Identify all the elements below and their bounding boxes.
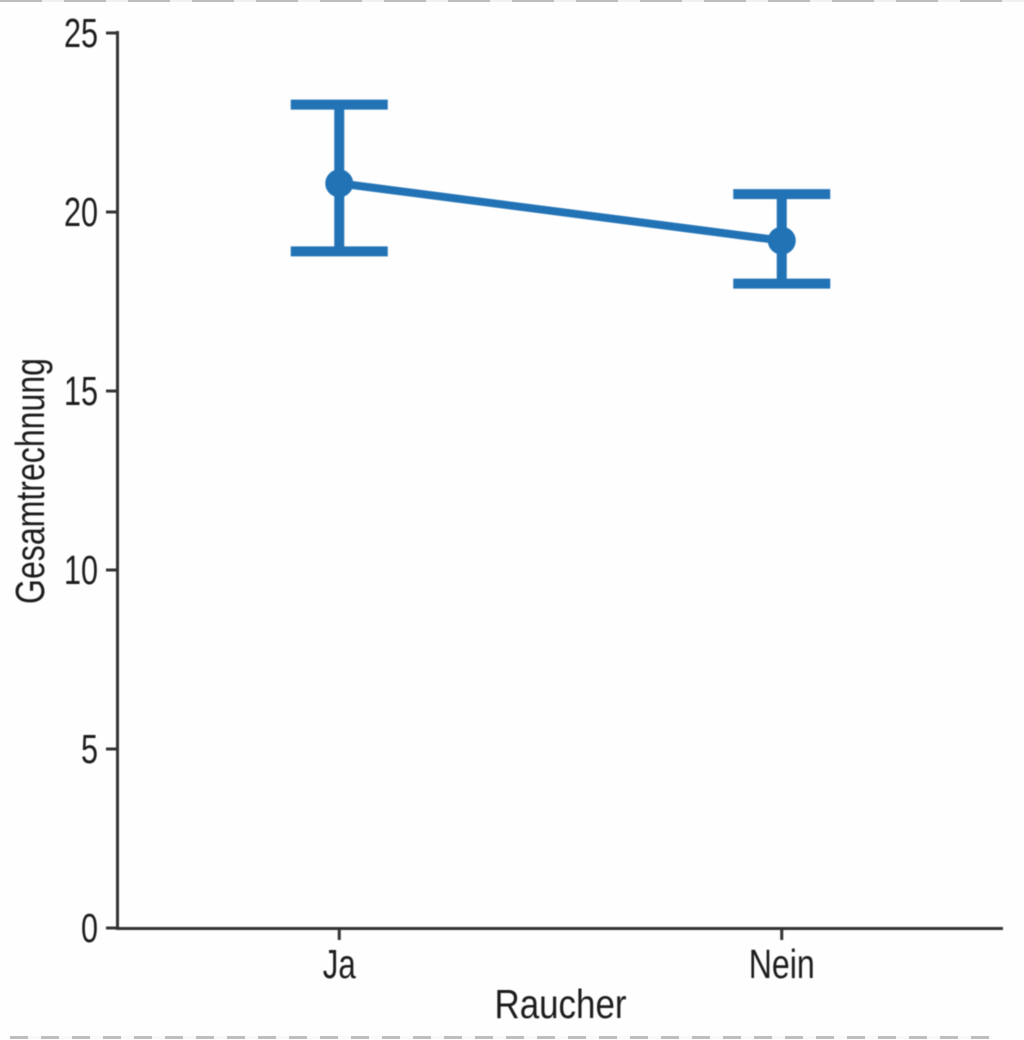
y-tick-label: 25	[64, 10, 98, 56]
y-tick-label: 15	[64, 368, 98, 414]
y-axis-label: Gesamtrechnung	[7, 358, 53, 604]
x-tick-label-ja: Ja	[323, 941, 356, 987]
data-point-ja	[325, 169, 354, 198]
y-tick-label: 20	[64, 189, 98, 235]
x-axis-label: Raucher	[495, 981, 627, 1027]
y-tick-label: 0	[81, 905, 98, 951]
data-point-nein	[767, 226, 796, 255]
series-line	[335, 179, 786, 245]
x-tick-label-nein: Nein	[749, 941, 815, 987]
y-tick-label: 10	[64, 547, 98, 593]
y-tick-label: 5	[81, 726, 98, 772]
